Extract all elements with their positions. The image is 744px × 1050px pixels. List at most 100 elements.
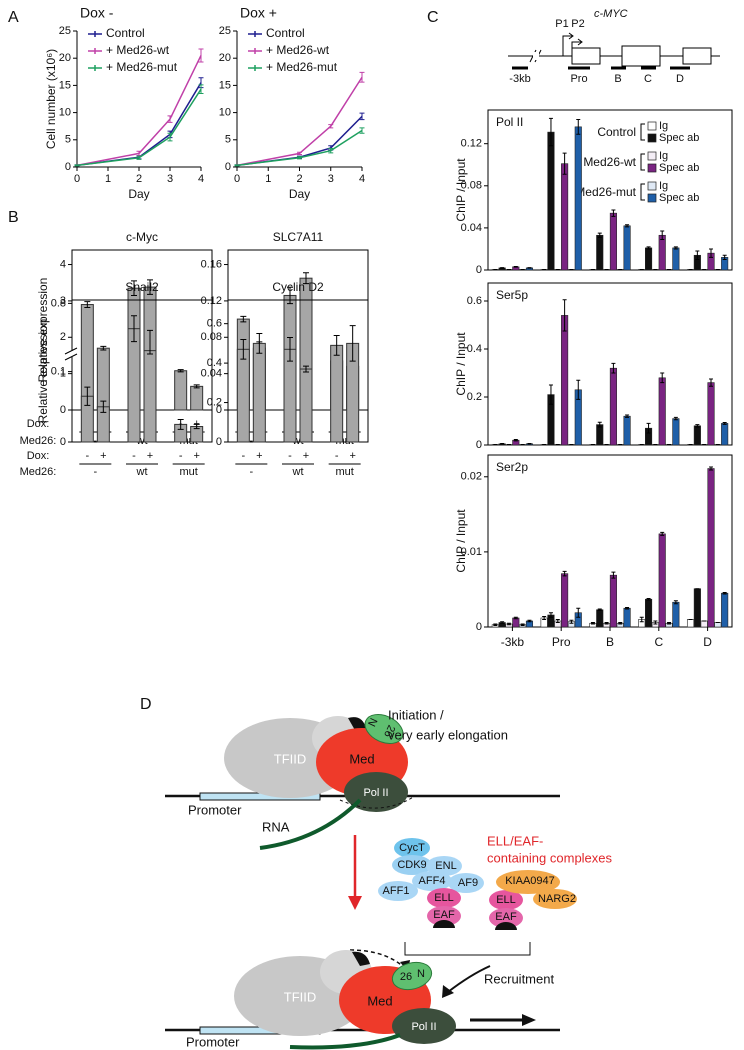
- group-label: -: [249, 466, 253, 478]
- error-bar: [722, 591, 727, 595]
- label: Pol II: [363, 787, 388, 799]
- protein-label: AFF4: [419, 875, 446, 887]
- error-bar: [256, 333, 263, 354]
- error-bar: [500, 621, 505, 624]
- error-bar: [611, 571, 616, 579]
- protein: [378, 881, 418, 901]
- legend-label: Spec ab: [659, 162, 699, 174]
- error-bar: [695, 424, 700, 428]
- region-label: B: [614, 73, 621, 85]
- legend-label: + Med26-mut: [106, 60, 178, 74]
- y-tick-label: 0.01: [461, 546, 482, 558]
- protein-label: ENL: [435, 860, 456, 872]
- y-tick-label: 0.04: [461, 222, 482, 234]
- panel-label: C: [427, 9, 439, 26]
- bar: [236, 348, 250, 443]
- legend-label: Spec ab: [659, 132, 699, 144]
- error-bar: [147, 329, 153, 355]
- x-tick-label: D: [703, 635, 712, 649]
- y-tick-label: 2: [60, 331, 66, 343]
- arrowhead: [442, 985, 454, 998]
- x-axis-label: Day: [289, 187, 310, 201]
- legend-swatch: [647, 181, 657, 191]
- bar: [693, 425, 701, 446]
- error-bar: [303, 365, 309, 373]
- error-bar: [177, 369, 184, 373]
- legend-bracket: [640, 183, 645, 201]
- error-bar: [625, 606, 630, 610]
- y-tick-label: 0: [476, 621, 482, 633]
- caption: Initiation /: [388, 707, 444, 722]
- axis-break: [64, 347, 78, 361]
- y-axis-label: ChIP / Input: [454, 332, 468, 396]
- x-tick-label: 0: [74, 173, 80, 185]
- y-axis-label: Relative expression: [36, 319, 50, 424]
- error-bar: [359, 112, 365, 121]
- error-bar: [520, 623, 525, 626]
- category-label: +: [147, 450, 153, 462]
- bar: [609, 367, 617, 446]
- x-tick-label: 0: [234, 173, 240, 185]
- gene-map: P1 P2 c-MYC -3kb Pro B C D: [508, 8, 720, 85]
- error-bar: [500, 267, 505, 269]
- chart-title: SLC7A11: [273, 230, 324, 244]
- category-label: +: [100, 450, 106, 462]
- bar: [299, 368, 313, 443]
- error-bar: [493, 623, 498, 626]
- error-bar: [625, 414, 630, 418]
- error-bar: [625, 224, 630, 228]
- error-bar: [513, 616, 518, 620]
- exon: [621, 45, 661, 67]
- arrowhead: [522, 1014, 536, 1026]
- protein: [496, 870, 560, 894]
- error-bar: [562, 570, 567, 577]
- legend-label: Control: [266, 26, 305, 40]
- x-tick-label: 1: [265, 173, 271, 185]
- error-bar: [177, 418, 184, 430]
- y-tick-label: 0.08: [461, 180, 482, 192]
- legend-swatch: [248, 48, 262, 54]
- label: Med: [367, 993, 392, 1008]
- bar: [190, 385, 204, 411]
- error-bar: [673, 246, 678, 250]
- label: Med: [349, 751, 374, 766]
- chart-title: Pol II: [496, 115, 523, 129]
- error-bar: [167, 115, 173, 123]
- dotted: [339, 795, 416, 809]
- error-bar: [576, 379, 581, 400]
- label: N: [417, 968, 425, 980]
- protein: [533, 889, 577, 909]
- bar: [547, 131, 555, 271]
- y-tick-label: 0.12: [461, 138, 482, 150]
- protein-label: KIAA0947: [505, 875, 555, 887]
- error-bar: [709, 378, 714, 387]
- row-label: Med26:: [20, 466, 57, 478]
- region-label: C: [644, 73, 652, 85]
- gap: [533, 52, 539, 60]
- group-label: -: [249, 435, 253, 447]
- category-label: +: [193, 450, 199, 462]
- y-tick-label: 0: [216, 436, 222, 448]
- line: [236, 129, 363, 167]
- error-bar: [576, 118, 581, 135]
- legend-label: + Med26-wt: [266, 43, 330, 57]
- y-tick-label: 0: [476, 439, 482, 451]
- error-bar: [328, 124, 334, 129]
- error-bar: [673, 416, 678, 421]
- panel-label: A: [8, 9, 19, 26]
- y-tick-label: 0.04: [201, 368, 222, 380]
- x-tick-label: 2: [136, 173, 142, 185]
- error-bar: [198, 84, 204, 95]
- promoter-label: P2: [571, 18, 584, 30]
- error-bar: [597, 232, 602, 238]
- bar: [143, 350, 157, 443]
- protein-label: NARG2: [538, 893, 576, 905]
- category-label: -: [179, 450, 183, 462]
- error-bar: [136, 155, 142, 160]
- error-bar: [660, 230, 665, 240]
- legend-group: Control: [597, 125, 636, 139]
- error-bar: [597, 608, 602, 611]
- bar: [707, 382, 715, 446]
- protein: [489, 890, 523, 910]
